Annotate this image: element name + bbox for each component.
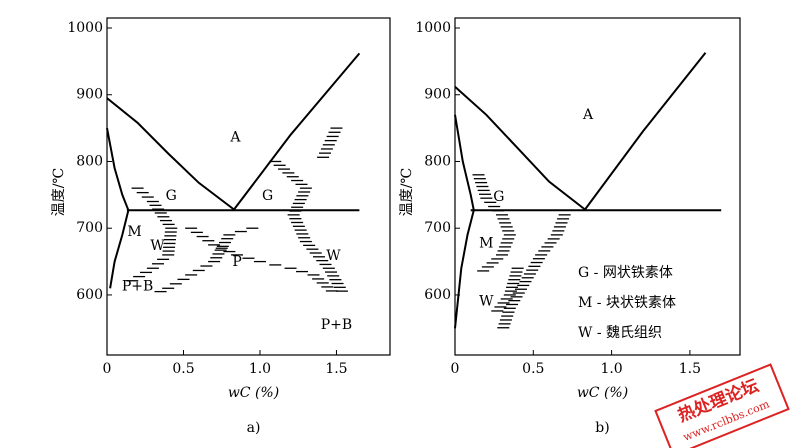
y-tick-label: 900 bbox=[424, 87, 451, 103]
y-tick-label: 900 bbox=[76, 87, 103, 103]
region-label: P+B bbox=[122, 278, 153, 294]
panel: 600 700 800 900 1000 0 0.5 1.0 1.5 温度/℃ wC (%) a) A G… bbox=[51, 17, 391, 436]
region-label: W bbox=[326, 248, 341, 264]
phase-boundary bbox=[584, 52, 707, 211]
plot-frame bbox=[106, 17, 391, 356]
x-axis-label: wC (%) bbox=[577, 385, 628, 401]
region-label: W bbox=[150, 238, 165, 254]
region-label: W bbox=[479, 294, 494, 310]
x-tick-label: 1.0 bbox=[249, 361, 271, 377]
x-tick-label: 1.5 bbox=[325, 361, 347, 377]
y-axis-label: 温度/℃ bbox=[51, 168, 67, 216]
y-tick-label: 600 bbox=[76, 287, 103, 303]
y-tick-label: 1000 bbox=[67, 20, 103, 36]
legend-entry: M - 块状铁素体 bbox=[578, 295, 676, 311]
legend-entry: W - 魏氏组织 bbox=[578, 325, 662, 341]
watermark: 热处理论坛 www.rclbbs.com bbox=[654, 363, 790, 448]
region-label: P+B bbox=[321, 317, 352, 333]
x-tick-label: 0.5 bbox=[172, 361, 194, 377]
plot-frame bbox=[454, 17, 741, 356]
y-tick-label: 700 bbox=[76, 220, 103, 236]
y-axis-label: 温度/℃ bbox=[399, 168, 415, 216]
y-tick-label: 1000 bbox=[415, 20, 451, 36]
phase-boundary bbox=[454, 114, 475, 329]
y-tick-label: 700 bbox=[424, 220, 451, 236]
legend-entry: G - 网状铁素体 bbox=[578, 265, 673, 281]
caption: b) bbox=[595, 420, 609, 436]
region-label: G bbox=[166, 188, 177, 204]
region-label: A bbox=[229, 129, 241, 145]
phase-boundary bbox=[454, 85, 586, 211]
x-axis-label: wC (%) bbox=[228, 385, 279, 401]
region-label: G bbox=[493, 189, 504, 205]
region-label: M bbox=[479, 236, 493, 252]
x-tick-label: 1.0 bbox=[600, 361, 622, 377]
y-tick-label: 800 bbox=[424, 153, 451, 169]
caption: a) bbox=[247, 420, 261, 436]
panel: 600 700 800 900 1000 0 0.5 1.0 1.5 温度/℃ wC (%) b) A G… bbox=[399, 17, 741, 436]
phase-boundary bbox=[106, 97, 235, 211]
x-tick-label: 1.5 bbox=[679, 361, 701, 377]
phase-boundary bbox=[106, 127, 130, 289]
region-label: A bbox=[582, 107, 594, 123]
y-tick-label: 600 bbox=[424, 287, 451, 303]
stamp-border bbox=[654, 363, 790, 448]
x-tick-label: 0 bbox=[451, 361, 460, 377]
region-label: M bbox=[127, 224, 141, 240]
region-label: P bbox=[232, 254, 241, 270]
phase-boundary bbox=[233, 52, 361, 211]
x-tick-label: 0.5 bbox=[522, 361, 544, 377]
y-tick-label: 800 bbox=[76, 153, 103, 169]
region-label: G bbox=[262, 188, 273, 204]
x-tick-label: 0 bbox=[103, 361, 112, 377]
